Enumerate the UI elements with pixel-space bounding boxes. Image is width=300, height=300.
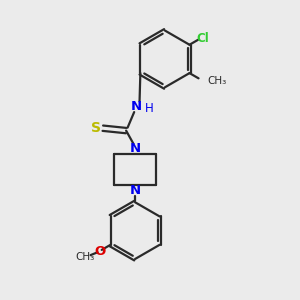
Text: H: H (145, 102, 154, 115)
Text: Cl: Cl (196, 32, 209, 44)
Text: S: S (91, 121, 101, 135)
Text: O: O (94, 244, 105, 258)
Text: N: N (130, 142, 141, 155)
Text: N: N (131, 100, 142, 113)
Text: CH₃: CH₃ (76, 252, 95, 262)
Text: N: N (130, 184, 141, 197)
Text: CH₃: CH₃ (208, 76, 227, 85)
